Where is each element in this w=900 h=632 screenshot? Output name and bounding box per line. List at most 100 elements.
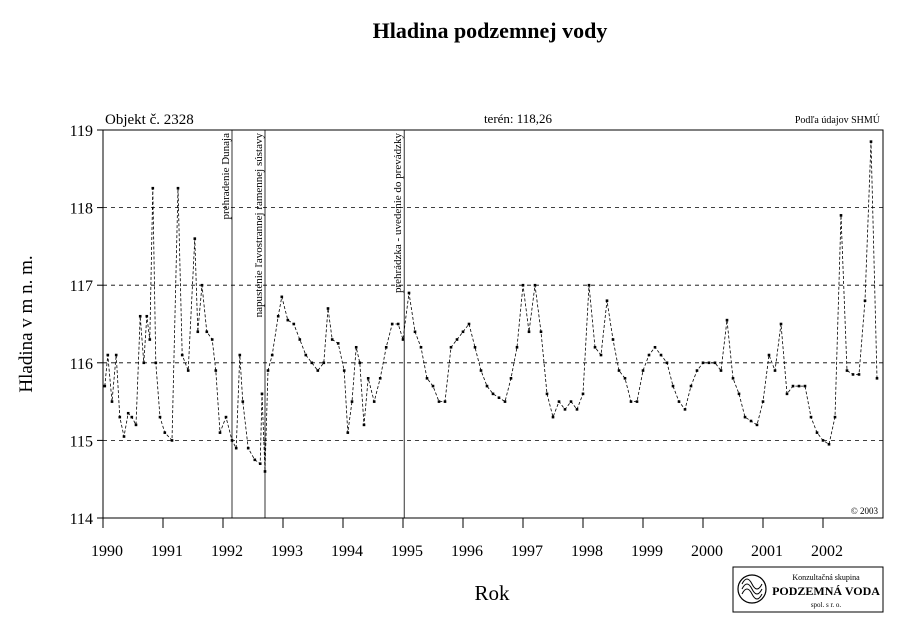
data-point — [575, 408, 579, 411]
data-point — [270, 353, 274, 357]
data-point — [413, 330, 417, 334]
data-point — [263, 470, 267, 473]
data-point — [827, 442, 831, 446]
data-point — [396, 322, 400, 326]
data-point — [497, 396, 501, 400]
data-point — [253, 458, 257, 462]
data-point — [106, 353, 110, 357]
data-point — [851, 373, 855, 376]
data-point — [372, 400, 376, 403]
plot-frame — [102, 129, 884, 519]
data-point — [200, 283, 204, 287]
data-point — [695, 369, 699, 372]
data-point — [569, 400, 573, 403]
data-point — [431, 384, 435, 388]
data-point — [731, 377, 735, 380]
x-tick-label: 1993 — [271, 543, 303, 560]
data-point — [743, 415, 747, 419]
terrain-label: terén: 118,26 — [484, 111, 553, 126]
data-point — [551, 415, 555, 419]
data-point — [701, 361, 705, 365]
data-point — [791, 384, 795, 388]
data-point — [350, 400, 354, 403]
data-point — [671, 384, 675, 388]
data-point — [539, 330, 543, 334]
data-point — [346, 431, 350, 434]
logo-box — [732, 566, 884, 613]
data-point — [238, 353, 242, 357]
data-point — [378, 377, 382, 380]
data-point — [114, 353, 118, 357]
x-tick-label: 2001 — [751, 543, 783, 560]
data-point — [515, 345, 519, 349]
data-point — [362, 423, 366, 427]
data-point — [821, 439, 825, 442]
source-label: Podľa údajov SHMÚ — [795, 114, 881, 126]
data-point — [449, 345, 453, 349]
data-point — [761, 400, 765, 403]
data-point — [845, 369, 849, 372]
data-point — [354, 345, 358, 349]
data-point — [110, 400, 114, 403]
data-point — [647, 353, 651, 357]
data-point — [653, 345, 657, 349]
data-point — [869, 140, 873, 143]
data-point — [214, 369, 218, 372]
data-point — [863, 299, 867, 303]
data-point — [103, 384, 107, 388]
data-point — [186, 369, 190, 372]
data-point — [815, 431, 819, 434]
x-tick-label: 1997 — [511, 543, 543, 560]
data-point — [479, 369, 483, 372]
data-point — [260, 392, 264, 396]
data-point — [443, 400, 447, 403]
data-point — [437, 400, 441, 403]
data-point — [193, 237, 197, 240]
data-point — [587, 283, 591, 287]
data-point — [358, 361, 362, 365]
data-point — [635, 400, 639, 403]
object-label: Objekt č. 2328 — [105, 112, 194, 128]
data-point — [491, 392, 495, 396]
logo: Konzultačná skupina PODZEMNÁ VODA spol. … — [732, 566, 884, 613]
data-point — [316, 369, 320, 372]
logo-waves — [741, 578, 763, 600]
data-point — [713, 361, 717, 365]
data-point — [803, 384, 807, 388]
data-point — [138, 314, 142, 318]
data-point — [593, 345, 597, 349]
data-point — [545, 392, 549, 396]
data-point — [461, 330, 465, 334]
data-point — [617, 369, 621, 372]
data-point — [310, 361, 314, 365]
data-point — [205, 330, 209, 334]
data-point — [665, 361, 669, 365]
data-point — [773, 369, 777, 372]
data-point — [719, 369, 723, 372]
data-point — [234, 446, 238, 450]
data-point — [785, 392, 789, 396]
data-point — [563, 408, 567, 411]
data-point — [839, 214, 843, 217]
data-point — [122, 435, 126, 438]
data-point — [336, 342, 340, 345]
x-tick-label: 2000 — [691, 543, 723, 560]
data-point — [210, 338, 214, 341]
data-point — [875, 377, 879, 380]
data-point — [767, 353, 771, 357]
data-point — [467, 322, 471, 326]
data-point — [581, 392, 585, 396]
data-point — [151, 186, 155, 190]
x-tick-label: 1996 — [451, 543, 483, 560]
data-point — [707, 361, 711, 365]
data-point — [246, 446, 250, 450]
logo-line3: spol. s r. o. — [811, 601, 842, 609]
data-point — [384, 345, 388, 349]
data-point — [623, 377, 627, 380]
x-tick-label: 2002 — [811, 543, 843, 560]
logo-line1: Konzultačná skupina — [792, 573, 860, 582]
data-point — [258, 462, 262, 465]
data-point — [473, 345, 477, 349]
annotation-text: prehrádzka - uvedenie do prevádzky — [392, 133, 404, 294]
data-point — [455, 338, 459, 341]
